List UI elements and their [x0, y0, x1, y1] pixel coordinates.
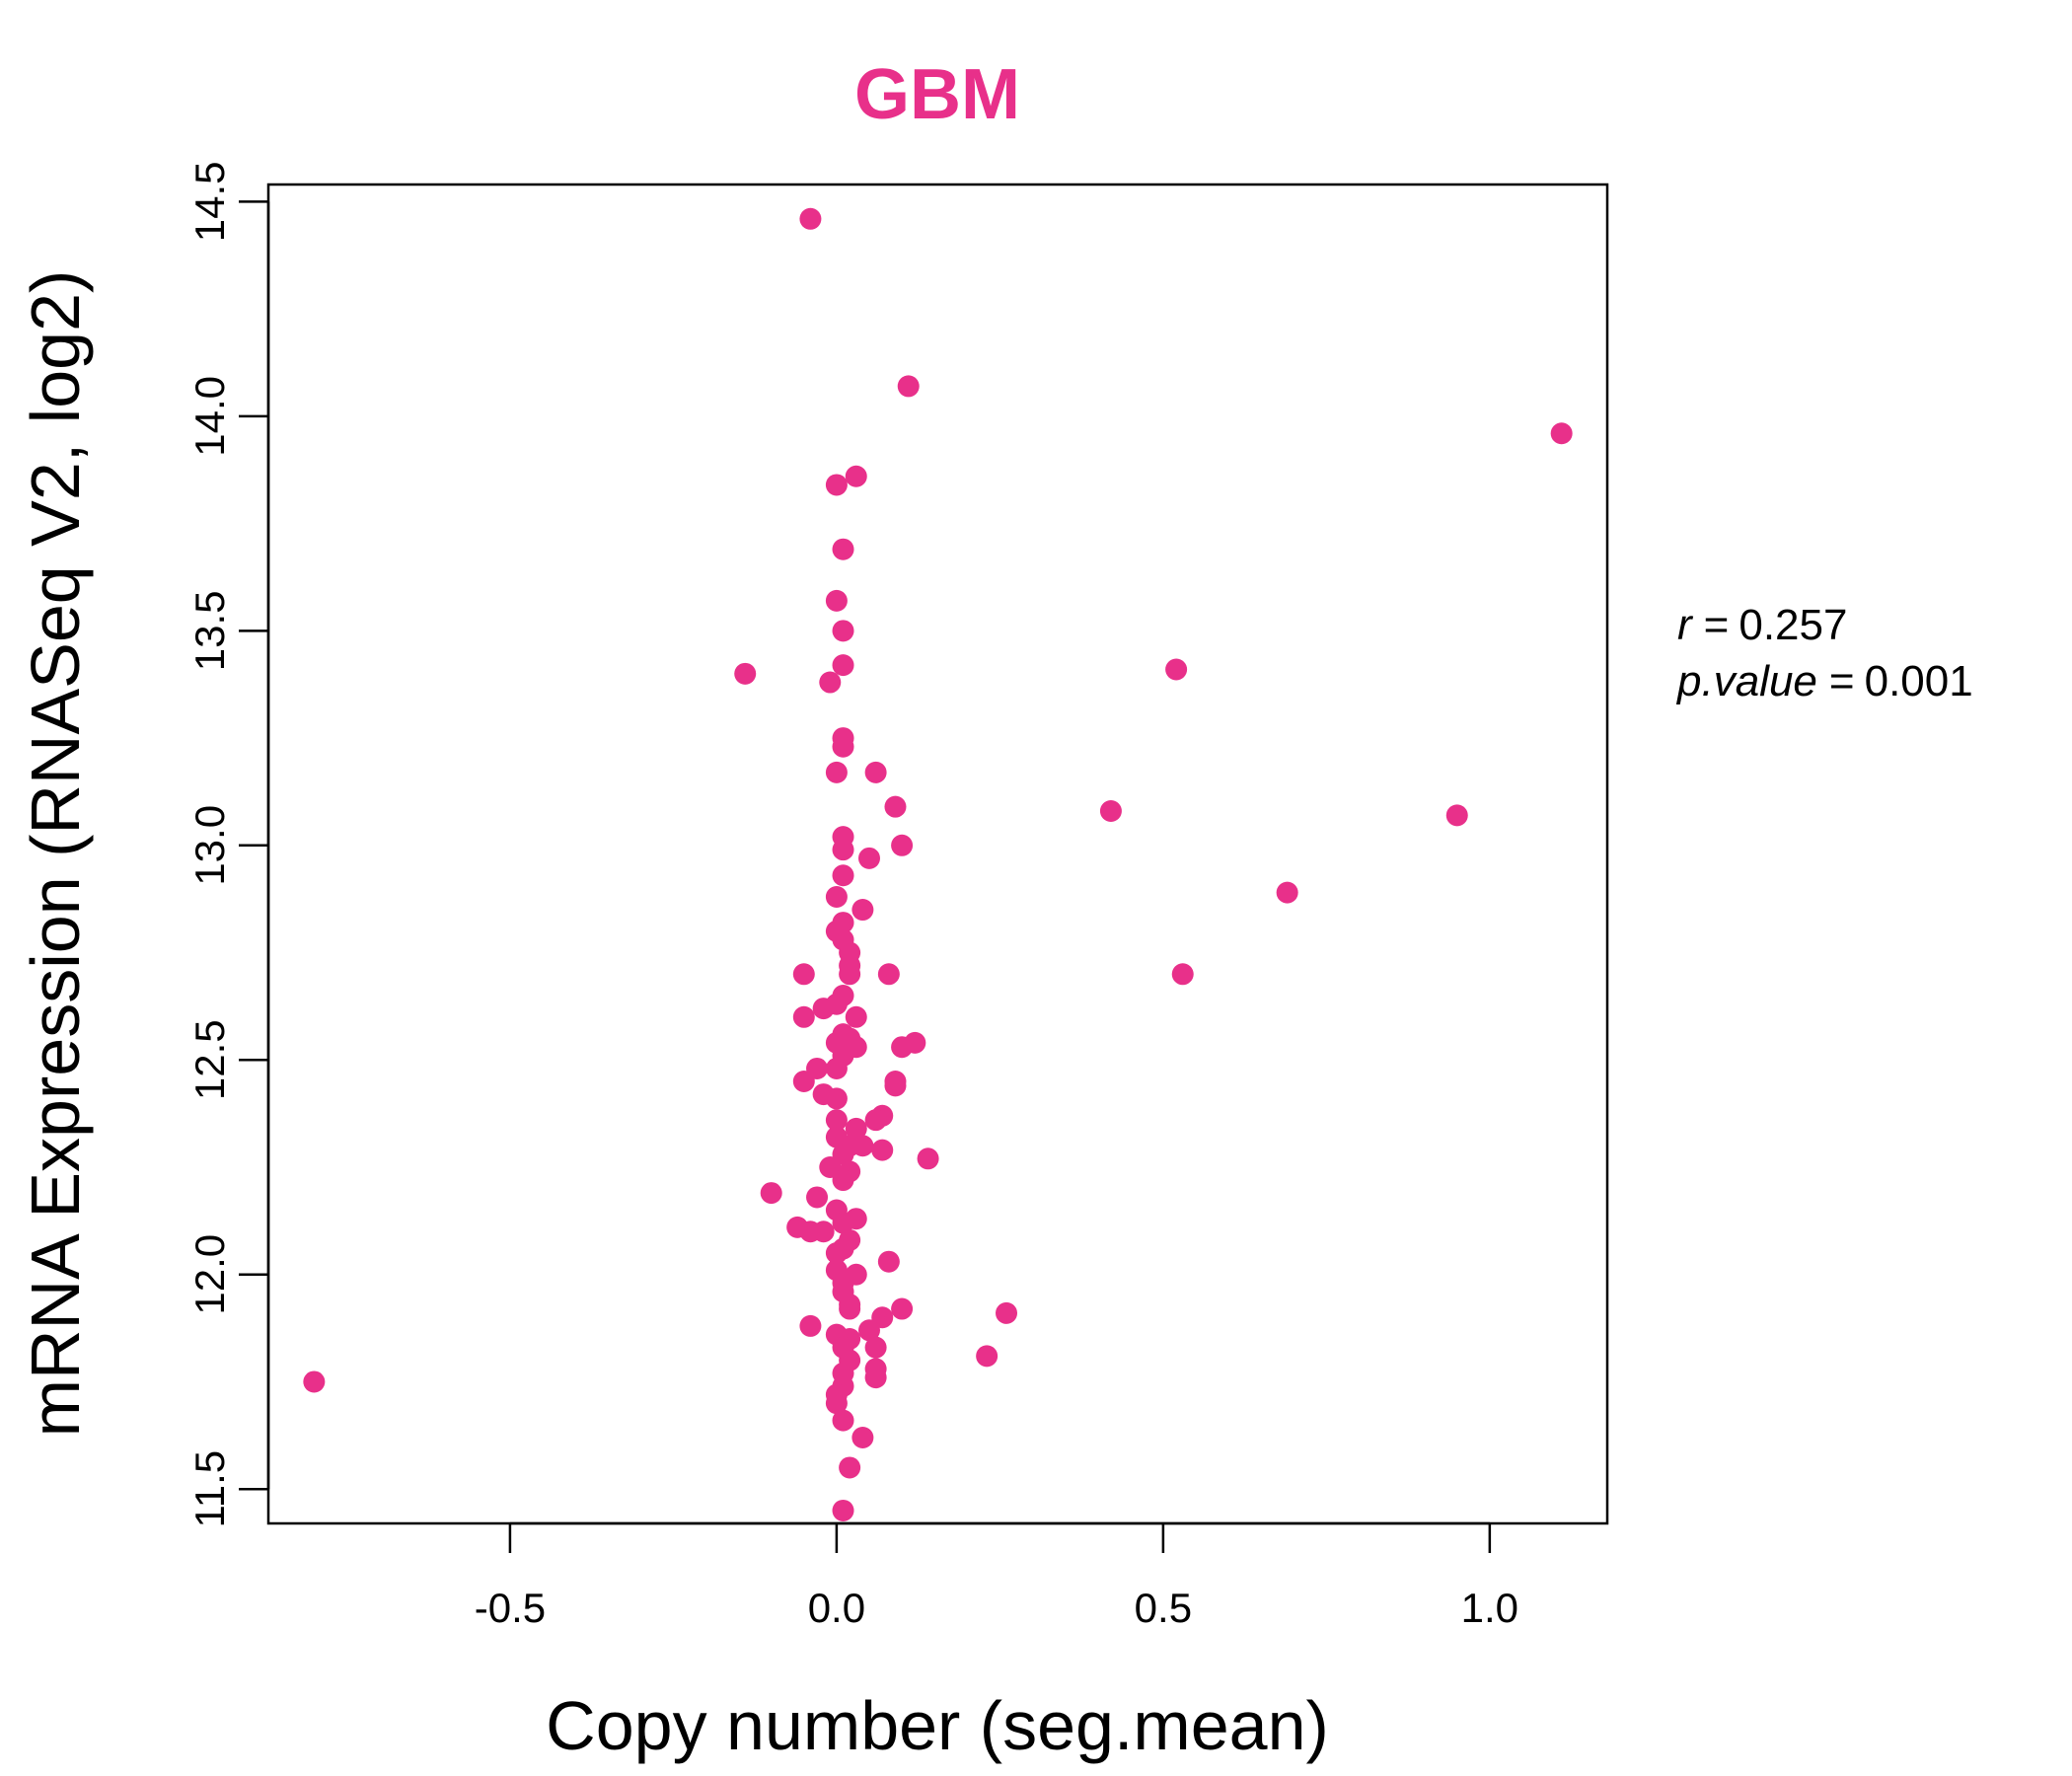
- data-point: [734, 662, 757, 685]
- data-point: [1099, 800, 1122, 823]
- data-point: [839, 1456, 861, 1479]
- y-tick-label: 12.0: [186, 1234, 233, 1315]
- data-point: [303, 1370, 326, 1393]
- data-point: [819, 671, 842, 694]
- data-point: [891, 1036, 914, 1059]
- data-point: [864, 761, 887, 783]
- y-axis-title: mRNA Expression (RNASeq V2, log2): [17, 270, 94, 1438]
- data-point: [851, 899, 874, 922]
- data-point: [871, 1139, 894, 1161]
- data-point: [832, 538, 854, 560]
- data-point: [891, 834, 914, 856]
- data-point: [1171, 963, 1194, 986]
- x-tick-label: 0.0: [808, 1585, 865, 1631]
- data-point: [845, 465, 867, 487]
- y-tick-label: 13.0: [186, 805, 233, 886]
- data-point: [851, 1135, 874, 1157]
- y-tick-label: 12.5: [186, 1019, 233, 1100]
- data-point: [825, 1241, 848, 1264]
- x-tick-label: -0.5: [475, 1585, 546, 1631]
- data-point: [832, 735, 854, 758]
- y-tick-label: 13.5: [186, 590, 233, 671]
- data-point: [1165, 658, 1188, 681]
- p-label: p.value: [1675, 657, 1817, 705]
- data-point: [1445, 804, 1468, 827]
- p-value-annotation: p.value = 0.001: [1675, 657, 1973, 705]
- data-point: [864, 1109, 887, 1132]
- data-point: [825, 761, 848, 783]
- data-point: [799, 1314, 822, 1337]
- data-point: [832, 1499, 854, 1521]
- data-point: [839, 1297, 861, 1320]
- data-point: [864, 1367, 887, 1389]
- data-point: [1276, 881, 1298, 904]
- chart-title: GBM: [854, 55, 1020, 134]
- data-point: [832, 654, 854, 677]
- data-point: [806, 1186, 829, 1209]
- r-label: r: [1677, 601, 1694, 649]
- y-axis: 11.5 12.0 12.5 13.0 13.5 14.0 14.5: [186, 162, 270, 1528]
- x-axis: -0.5 0.0 0.5 1.0: [475, 1521, 1518, 1631]
- data-point: [839, 963, 861, 986]
- p-equals: =: [1829, 657, 1855, 705]
- data-point: [832, 839, 854, 861]
- data-point: [792, 963, 815, 986]
- data-point: [976, 1345, 999, 1368]
- data-point: [832, 1409, 854, 1432]
- data-point: [812, 1221, 835, 1243]
- data-point: [799, 207, 822, 230]
- data-point: [812, 998, 835, 1020]
- x-axis-title: Copy number (seg.mean): [546, 1687, 1329, 1764]
- data-point: [884, 1074, 907, 1097]
- data-point: [845, 1117, 867, 1140]
- data-point: [877, 963, 900, 986]
- data-point: [857, 847, 880, 869]
- y-tick-label: 14.0: [186, 376, 233, 457]
- r-equals: =: [1704, 601, 1730, 649]
- data-point: [832, 1169, 854, 1192]
- data-point: [792, 1005, 815, 1028]
- r-value: 0.257: [1739, 601, 1847, 649]
- correlation-annotation: r = 0.257: [1677, 601, 1847, 649]
- data-point: [917, 1147, 939, 1170]
- data-point: [825, 589, 848, 612]
- data-point: [996, 1301, 1018, 1324]
- data-point: [877, 1250, 900, 1273]
- y-tick-label: 11.5: [186, 1450, 233, 1528]
- data-point: [884, 795, 907, 818]
- data-point: [760, 1182, 782, 1205]
- data-point: [891, 1297, 914, 1320]
- data-points: [303, 207, 1573, 1521]
- data-point: [825, 1392, 848, 1415]
- data-point: [825, 1109, 848, 1132]
- data-point: [825, 474, 848, 496]
- data-point: [851, 1427, 874, 1449]
- data-point: [832, 864, 854, 887]
- data-point: [897, 375, 920, 398]
- data-point: [864, 1336, 887, 1359]
- plot-frame: [266, 183, 1609, 1525]
- data-point: [1550, 422, 1573, 445]
- data-point: [792, 1071, 815, 1093]
- data-point: [825, 1087, 848, 1110]
- data-point: [832, 1212, 854, 1234]
- data-point: [857, 1319, 880, 1342]
- data-point: [825, 885, 848, 908]
- data-point: [825, 1057, 848, 1079]
- data-point: [845, 1005, 867, 1028]
- x-tick-label: 0.5: [1135, 1585, 1192, 1631]
- data-point: [832, 620, 854, 642]
- x-tick-label: 1.0: [1461, 1585, 1518, 1631]
- p-value: 0.001: [1865, 657, 1973, 705]
- y-tick-label: 14.5: [186, 162, 233, 243]
